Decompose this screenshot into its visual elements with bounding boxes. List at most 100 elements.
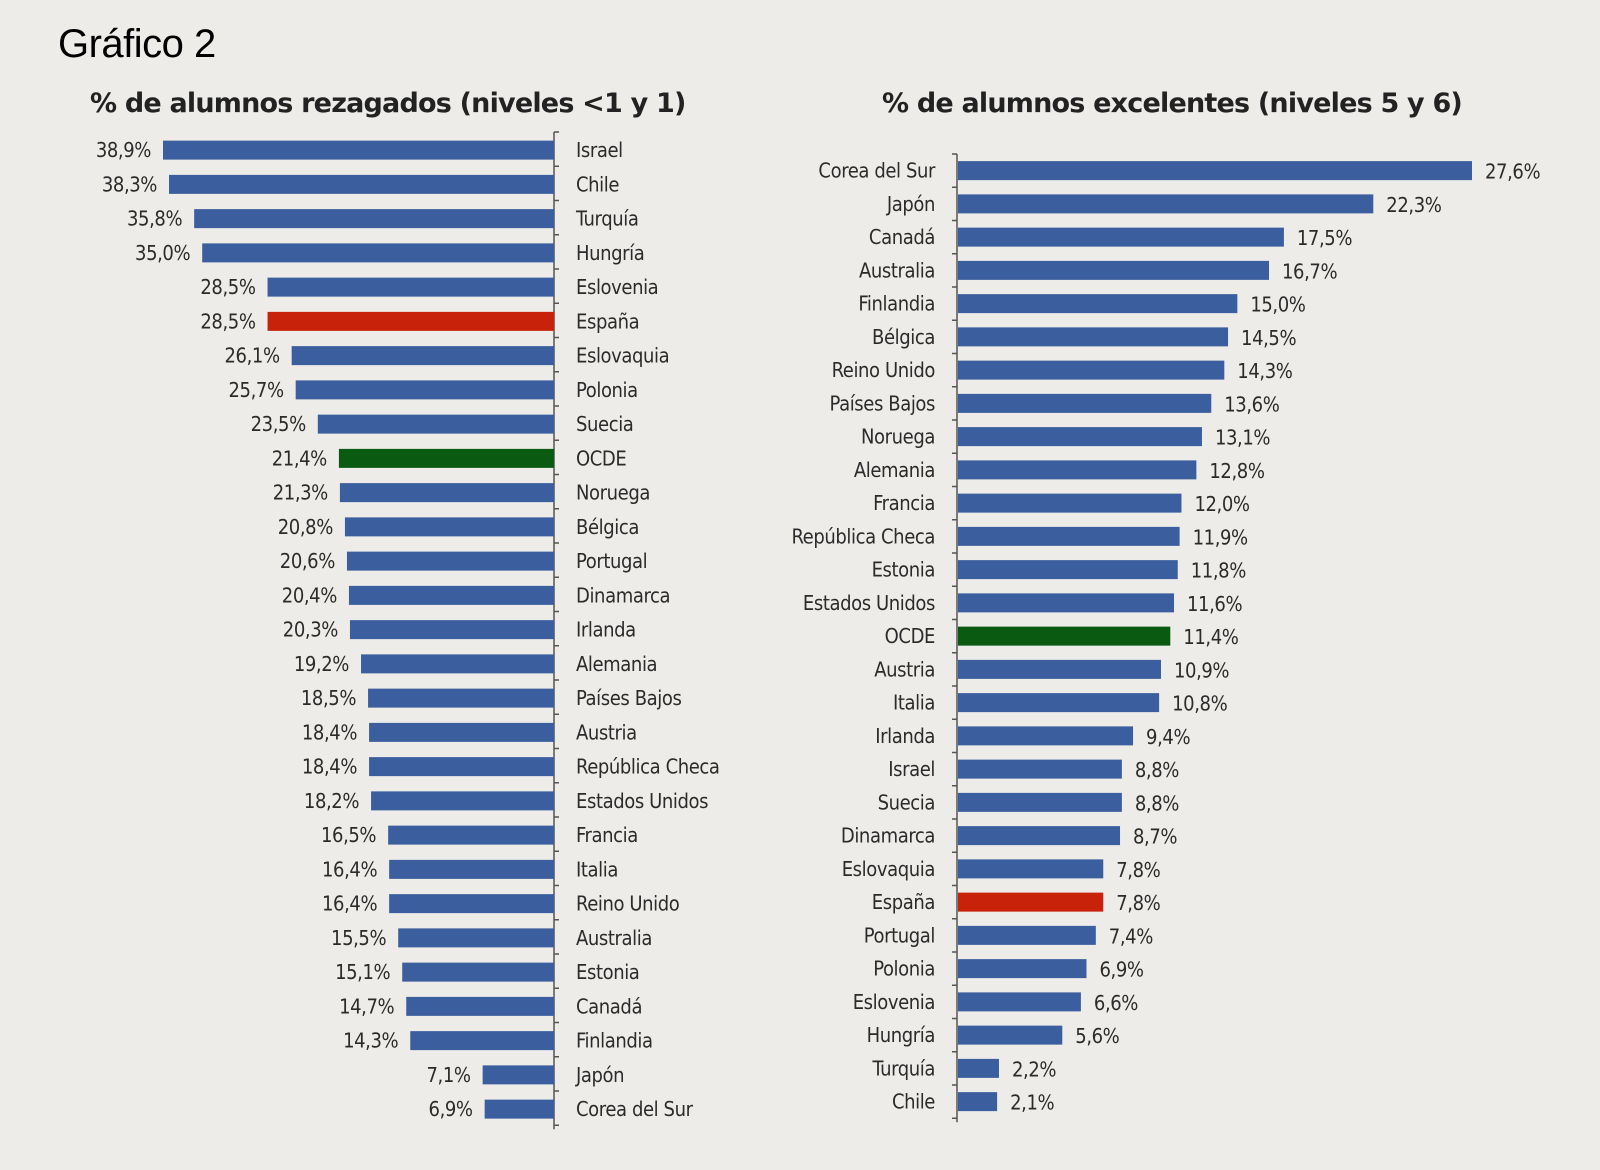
bar-rezagados-republica-checa xyxy=(369,757,554,777)
data-label-rezagados-corea-del-sur: 6,9% xyxy=(429,1097,473,1121)
category-label-rezagados-finlandia: Finlandia xyxy=(576,1029,653,1053)
data-label-excelentes-turquia: 2,2% xyxy=(1012,1057,1056,1081)
data-label-rezagados-republica-checa: 18,4% xyxy=(302,755,357,779)
data-label-rezagados-estonia: 15,1% xyxy=(335,960,390,984)
bar-excelentes-dinamarca xyxy=(958,826,1121,846)
bar-excelentes-corea-del-sur xyxy=(958,161,1472,181)
bar-excelentes-turquia xyxy=(958,1058,999,1078)
data-label-rezagados-estados-unidos: 18,2% xyxy=(304,789,359,813)
category-label-excelentes-estados-unidos: Estados Unidos xyxy=(803,591,935,615)
category-label-rezagados-chile: Chile xyxy=(576,172,619,196)
bar-rezagados-hungria xyxy=(202,243,555,263)
data-label-excelentes-noruega: 13,1% xyxy=(1215,426,1270,450)
category-label-excelentes-turquia: Turquía xyxy=(872,1056,935,1080)
bar-excelentes-australia xyxy=(958,260,1270,280)
bar-rezagados-eslovenia xyxy=(267,277,554,297)
bar-excelentes-finlandia xyxy=(958,294,1238,314)
category-label-excelentes-hungria: Hungría xyxy=(867,1023,935,1047)
right-chart-excelentes: 27,6% Corea del Sur 22,3% Japón 17,5% Canadá 1… xyxy=(791,153,1541,1123)
data-label-rezagados-canada: 14,7% xyxy=(339,994,394,1018)
bar-excelentes-hungria xyxy=(958,1025,1063,1045)
data-label-excelentes-francia: 12,0% xyxy=(1194,492,1249,516)
data-label-rezagados-eslovaquia: 26,1% xyxy=(225,344,280,368)
category-label-excelentes-italia: Italia xyxy=(893,691,935,715)
data-label-rezagados-hungria: 35,0% xyxy=(135,241,190,265)
bar-rezagados-canada xyxy=(406,996,554,1016)
bar-excelentes-irlanda xyxy=(958,726,1134,746)
data-label-rezagados-italia: 16,4% xyxy=(322,857,377,881)
data-label-excelentes-eslovenia: 6,6% xyxy=(1094,991,1138,1015)
bar-rezagados-polonia xyxy=(295,380,554,400)
bar-rezagados-corea-del-sur xyxy=(484,1099,554,1119)
data-label-excelentes-paises-bajos: 13,6% xyxy=(1224,392,1279,416)
bar-rezagados-ocde xyxy=(338,448,554,468)
data-label-rezagados-eslovenia: 28,5% xyxy=(200,275,255,299)
data-label-rezagados-paises-bajos: 18,5% xyxy=(301,686,356,710)
bar-excelentes-republica-checa xyxy=(958,526,1180,546)
category-label-excelentes-israel: Israel xyxy=(888,757,935,781)
left-chart-rezagados: 38,9% Israel 38,3% Chile 35,8% Turquía 35,0% Hu… xyxy=(96,131,720,1130)
bar-excelentes-paises-bajos xyxy=(958,393,1212,413)
category-label-rezagados-japon: Japón xyxy=(575,1063,624,1087)
bar-rezagados-dinamarca xyxy=(348,585,554,605)
bar-excelentes-alemania xyxy=(958,460,1197,480)
category-label-rezagados-eslovaquia: Eslovaquia xyxy=(576,344,669,368)
category-label-rezagados-suecia: Suecia xyxy=(576,412,633,436)
data-label-rezagados-turquia: 35,8% xyxy=(127,207,182,231)
bar-rezagados-noruega xyxy=(339,483,554,503)
category-label-excelentes-canada: Canadá xyxy=(869,225,935,249)
data-label-excelentes-polonia: 6,9% xyxy=(1100,958,1144,982)
data-label-excelentes-eslovaquia: 7,8% xyxy=(1116,858,1160,882)
bar-excelentes-italia xyxy=(958,693,1160,713)
left-chart-title: % de alumnos rezagados (niveles <1 y 1) xyxy=(90,88,686,119)
bar-rezagados-suecia xyxy=(317,414,554,434)
data-label-excelentes-irlanda: 9,4% xyxy=(1146,725,1190,749)
category-label-rezagados-paises-bajos: Países Bajos xyxy=(576,686,681,710)
bar-rezagados-paises-bajos xyxy=(368,688,554,708)
category-label-rezagados-ocde: OCDE xyxy=(576,446,626,470)
data-label-excelentes-ocde: 11,4% xyxy=(1183,625,1238,649)
data-label-excelentes-alemania: 12,8% xyxy=(1209,459,1264,483)
category-label-excelentes-dinamarca: Dinamarca xyxy=(841,824,935,848)
category-label-excelentes-austria: Austria xyxy=(874,657,935,681)
right-chart-title: % de alumnos excelentes (niveles 5 y 6) xyxy=(882,88,1463,119)
category-label-rezagados-turquia: Turquía xyxy=(575,207,638,231)
data-label-excelentes-portugal: 7,4% xyxy=(1109,924,1153,948)
category-label-excelentes-ocde: OCDE xyxy=(885,624,935,648)
bar-rezagados-espana xyxy=(267,311,554,331)
category-label-rezagados-belgica: Bélgica xyxy=(576,515,639,539)
bar-excelentes-francia xyxy=(958,493,1182,513)
category-label-excelentes-japon: Japón xyxy=(886,192,935,216)
data-label-rezagados-portugal: 20,6% xyxy=(280,549,335,573)
figure-title: Gráfico 2 xyxy=(58,22,216,66)
category-label-excelentes-polonia: Polonia xyxy=(873,957,935,981)
category-label-rezagados-canada: Canadá xyxy=(576,994,642,1018)
bar-excelentes-japon xyxy=(958,194,1374,214)
category-label-rezagados-alemania: Alemania xyxy=(576,652,657,676)
data-label-rezagados-belgica: 20,8% xyxy=(278,515,333,539)
data-label-rezagados-francia: 16,5% xyxy=(321,823,376,847)
bar-rezagados-estados-unidos xyxy=(371,791,554,811)
category-label-rezagados-polonia: Polonia xyxy=(576,378,638,402)
category-label-rezagados-hungria: Hungría xyxy=(576,241,644,265)
data-label-rezagados-suecia: 23,5% xyxy=(251,412,306,436)
category-label-excelentes-noruega: Noruega xyxy=(861,425,935,449)
bar-excelentes-israel xyxy=(958,759,1122,779)
bar-rezagados-estonia xyxy=(402,962,554,982)
data-label-excelentes-reino-unido: 14,3% xyxy=(1237,359,1292,383)
bar-excelentes-austria xyxy=(958,659,1161,679)
data-label-excelentes-chile: 2,1% xyxy=(1010,1091,1054,1115)
bar-rezagados-irlanda xyxy=(349,620,554,640)
category-label-rezagados-australia: Australia xyxy=(576,926,652,950)
category-label-excelentes-chile: Chile xyxy=(892,1090,935,1114)
category-label-rezagados-austria: Austria xyxy=(576,720,637,744)
data-label-rezagados-israel: 38,9% xyxy=(96,138,151,162)
bar-rezagados-francia xyxy=(388,825,554,845)
category-label-rezagados-irlanda: Irlanda xyxy=(576,618,636,642)
data-label-excelentes-finlandia: 15,0% xyxy=(1250,293,1305,317)
data-label-rezagados-alemania: 19,2% xyxy=(294,652,349,676)
category-label-excelentes-irlanda: Irlanda xyxy=(875,724,935,748)
data-label-excelentes-republica-checa: 11,9% xyxy=(1193,525,1248,549)
category-label-rezagados-estados-unidos: Estados Unidos xyxy=(576,789,708,813)
